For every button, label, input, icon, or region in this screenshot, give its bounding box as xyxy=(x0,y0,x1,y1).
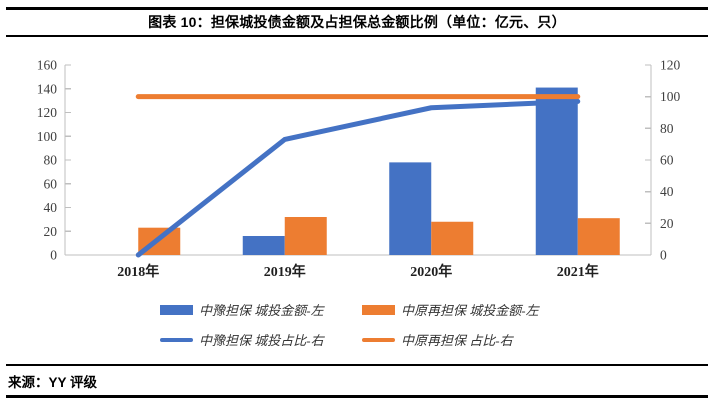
legend-swatch-orange-line xyxy=(362,337,395,342)
legend-label: 中原再担保 城投金额-左 xyxy=(401,303,539,318)
left-axis-tick-label: 80 xyxy=(44,153,58,168)
left-axis-tick-label: 0 xyxy=(50,248,57,263)
left-axis-tick-label: 100 xyxy=(37,129,58,144)
legend-swatch-blue-bar xyxy=(160,304,193,315)
legend-label: 中豫担保 城投金额-左 xyxy=(199,303,324,318)
left-axis-tick-label: 120 xyxy=(37,105,58,120)
chart-title: 图表 10：担保城投债金额及占担保总金额比例（单位：亿元、只） xyxy=(148,14,566,30)
bottom-rule xyxy=(6,395,708,398)
source-label: 来源：YY 评级 xyxy=(8,375,98,390)
legend-item-zhongyuan-ratio: 中原再担保 占比-右 xyxy=(362,330,539,349)
top-rule xyxy=(6,7,708,10)
chart-legend: 中豫担保 城投金额-左 中原再担保 城投金额-左 中豫担保 城投占比-右 中原再… xyxy=(160,300,539,349)
x-axis-category-label: 2021年 xyxy=(557,263,599,280)
right-axis-tick-label: 40 xyxy=(660,184,674,199)
right-axis-tick-label: 60 xyxy=(660,153,674,168)
x-axis-category-label: 2020年 xyxy=(410,263,452,280)
legend-label: 中原再担保 占比-右 xyxy=(401,333,513,348)
right-axis-tick-label: 80 xyxy=(660,121,674,136)
right-axis-tick-label: 120 xyxy=(660,58,681,73)
x-axis-category-label: 2019年 xyxy=(264,263,306,280)
left-axis-tick-label: 20 xyxy=(44,224,58,239)
legend-swatch-orange-bar xyxy=(362,304,395,315)
bar xyxy=(535,87,578,255)
x-axis-category-label: 2018年 xyxy=(117,263,159,280)
line-series xyxy=(135,98,581,258)
chart-svg: 0 20 40 60 80 100 120 140 160 0 20 40 60 80 100 120 2018… xyxy=(37,58,681,281)
bar xyxy=(431,221,474,255)
left-axis-tick-label: 140 xyxy=(37,81,58,96)
bar xyxy=(242,236,285,255)
left-axis-tick-label: 160 xyxy=(37,58,58,73)
source-divider-rule xyxy=(6,364,708,366)
bar xyxy=(389,162,432,255)
legend-swatch-blue-line xyxy=(160,337,193,342)
right-axis-tick-label: 100 xyxy=(660,89,681,104)
legend-item-zhongyu-ratio: 中豫担保 城投占比-右 xyxy=(160,330,362,349)
legend-label: 中豫担保 城投占比-右 xyxy=(199,333,324,348)
left-axis-tick-label: 40 xyxy=(44,200,58,215)
legend-item-zhongyuan-amount: 中原再担保 城投金额-左 xyxy=(362,300,539,319)
left-axis-tick-label: 60 xyxy=(44,176,58,191)
right-axis-tick-label: 20 xyxy=(660,216,674,231)
bar-series-group xyxy=(138,87,620,255)
right-axis-tick-label: 0 xyxy=(660,248,667,263)
title-underline-rule xyxy=(6,35,708,37)
bar xyxy=(284,217,327,255)
bar xyxy=(577,218,620,255)
legend-item-zhongyu-amount: 中豫担保 城投金额-左 xyxy=(160,300,362,319)
